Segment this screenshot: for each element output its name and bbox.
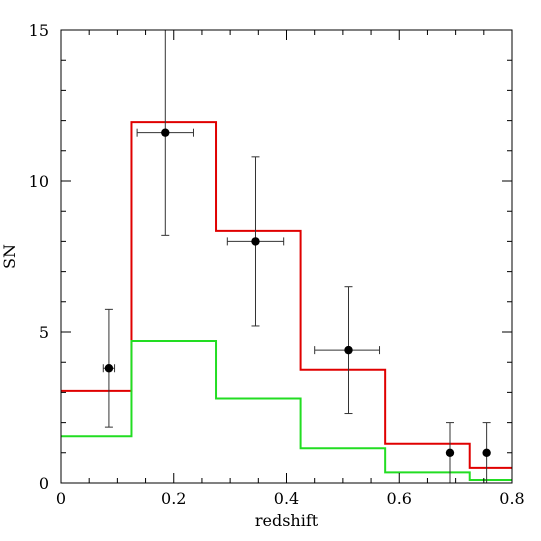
data-point-marker [482,448,491,457]
data-point-marker [161,128,170,137]
x-tick-labels: 0 0.2 0.4 0.6 0.8 [56,489,525,508]
x-tick-label: 0 [56,489,66,508]
data-point-marker [104,364,114,373]
y-tick-label: 0 [39,474,49,493]
x-tick-label: 0.8 [499,489,524,508]
data-point-marker [445,448,455,457]
data-point-5 [482,422,491,484]
series-0-step-line [61,121,512,469]
axis-ticks [60,29,513,484]
data-point-marker [251,237,260,246]
x-tick-label: 0.4 [274,489,299,508]
data-point-1 [136,29,194,236]
data-point-marker [344,345,353,355]
tick-marks [60,29,513,484]
data-point-4 [445,422,455,484]
data-point-2 [226,156,285,327]
x-tick-label: 0.2 [161,489,186,508]
y-axis-label: SN [0,244,19,269]
y-tick-labels: 0 5 10 15 [29,21,49,493]
x-axis-label: redshift [255,511,319,530]
x-tick-label: 0.6 [387,489,412,508]
histogram-series [61,121,512,481]
series-1-step-line [61,340,512,481]
y-tick-label: 5 [39,323,49,342]
y-tick-label: 15 [29,21,49,40]
data-points [102,29,491,484]
data-point-3 [314,286,381,415]
y-tick-label: 10 [29,172,49,191]
data-point-0 [102,308,116,428]
plot-frame [60,29,513,484]
